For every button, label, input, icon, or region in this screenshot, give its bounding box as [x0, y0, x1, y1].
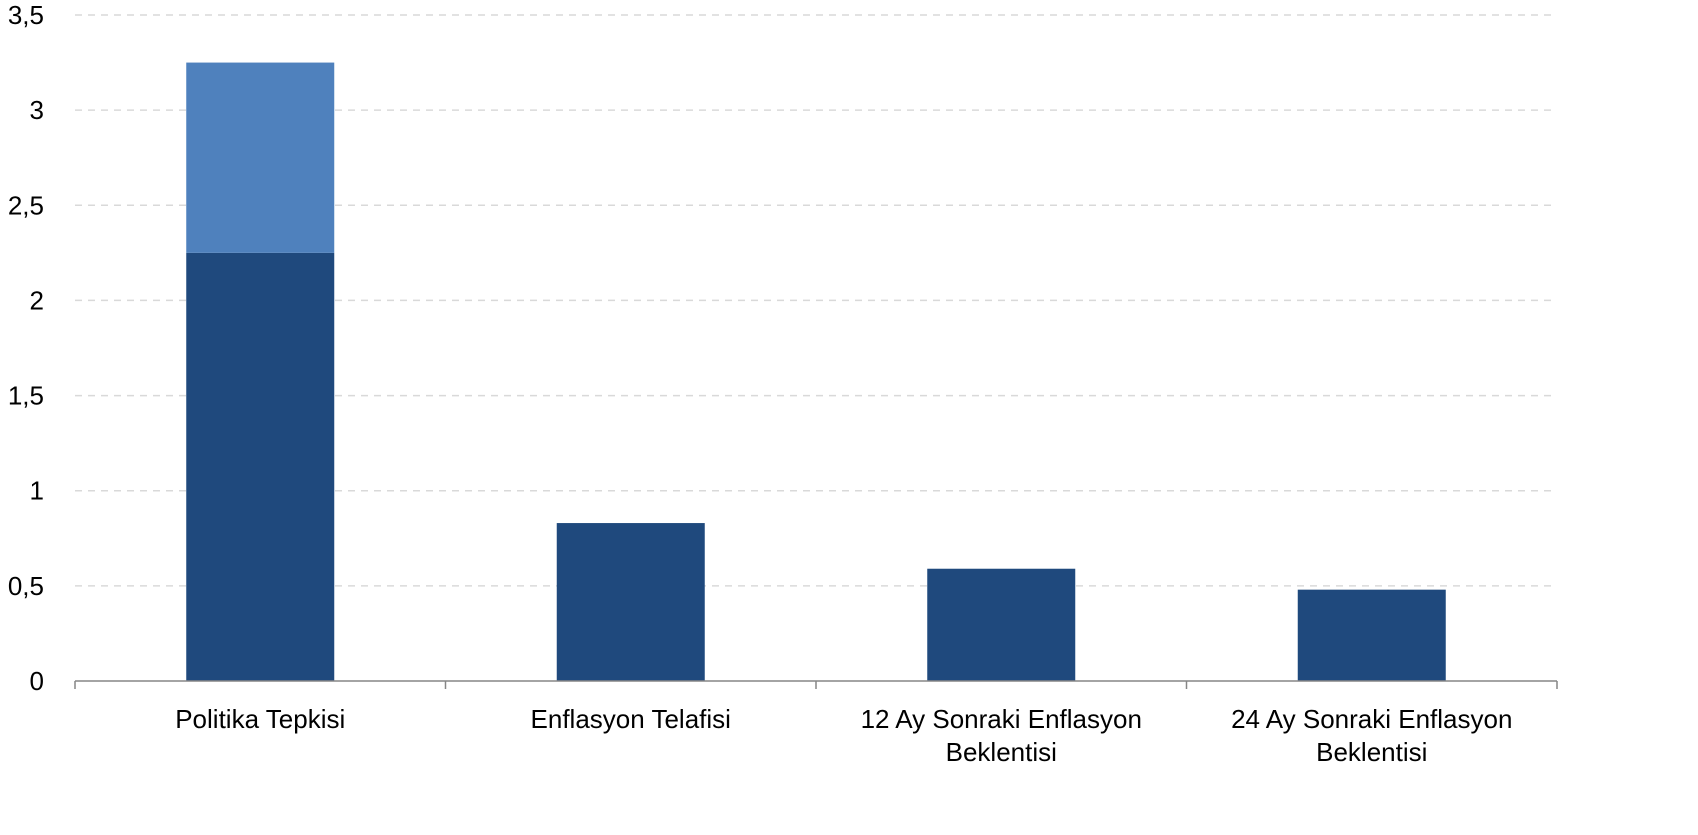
y-tick-label: 3 — [30, 95, 44, 125]
x-tick-label: 12 Ay Sonraki Enflasyon Beklentisi — [861, 704, 1142, 767]
y-tick-label: 2 — [30, 285, 44, 315]
y-tick-label: 0,5 — [8, 571, 44, 601]
x-tick-label-line: Politika Tepkisi — [175, 704, 345, 734]
bar-series-2-category-1 — [186, 62, 335, 253]
bar-series-1-category-4 — [1297, 589, 1446, 681]
x-tick-label-line: Beklentisi — [1316, 737, 1427, 767]
bar-series-1-category-1 — [186, 252, 335, 681]
x-axis-tick-labels: Politika Tepkisi Enflasyon Telafisi 12 Ay … — [175, 704, 1512, 767]
x-tick-label-line: Beklentisi — [946, 737, 1057, 767]
x-tick-label: Enflasyon Telafisi — [531, 704, 731, 734]
x-tick-label-line: Enflasyon Telafisi — [531, 704, 731, 734]
bar-series-1-category-2 — [556, 523, 705, 681]
x-tick-label-line: 24 Ay Sonraki Enflasyon — [1231, 704, 1512, 734]
bar-series-1-category-3 — [927, 568, 1076, 681]
y-tick-label: 1 — [30, 476, 44, 506]
y-tick-label: 0 — [30, 666, 44, 696]
y-axis-tick-labels: 0 0,5 1 1,5 2 2,5 3 3,5 — [8, 0, 44, 696]
x-tick-label: 24 Ay Sonraki Enflasyon Beklentisi — [1231, 704, 1512, 767]
y-tick-label: 1,5 — [8, 381, 44, 411]
x-tick-label: Politika Tepkisi — [175, 704, 345, 734]
bars — [186, 62, 1446, 681]
x-tick-label-line: 12 Ay Sonraki Enflasyon — [861, 704, 1142, 734]
y-tick-label: 2,5 — [8, 190, 44, 220]
y-tick-label: 3,5 — [8, 0, 44, 30]
x-axis — [74, 680, 1558, 689]
